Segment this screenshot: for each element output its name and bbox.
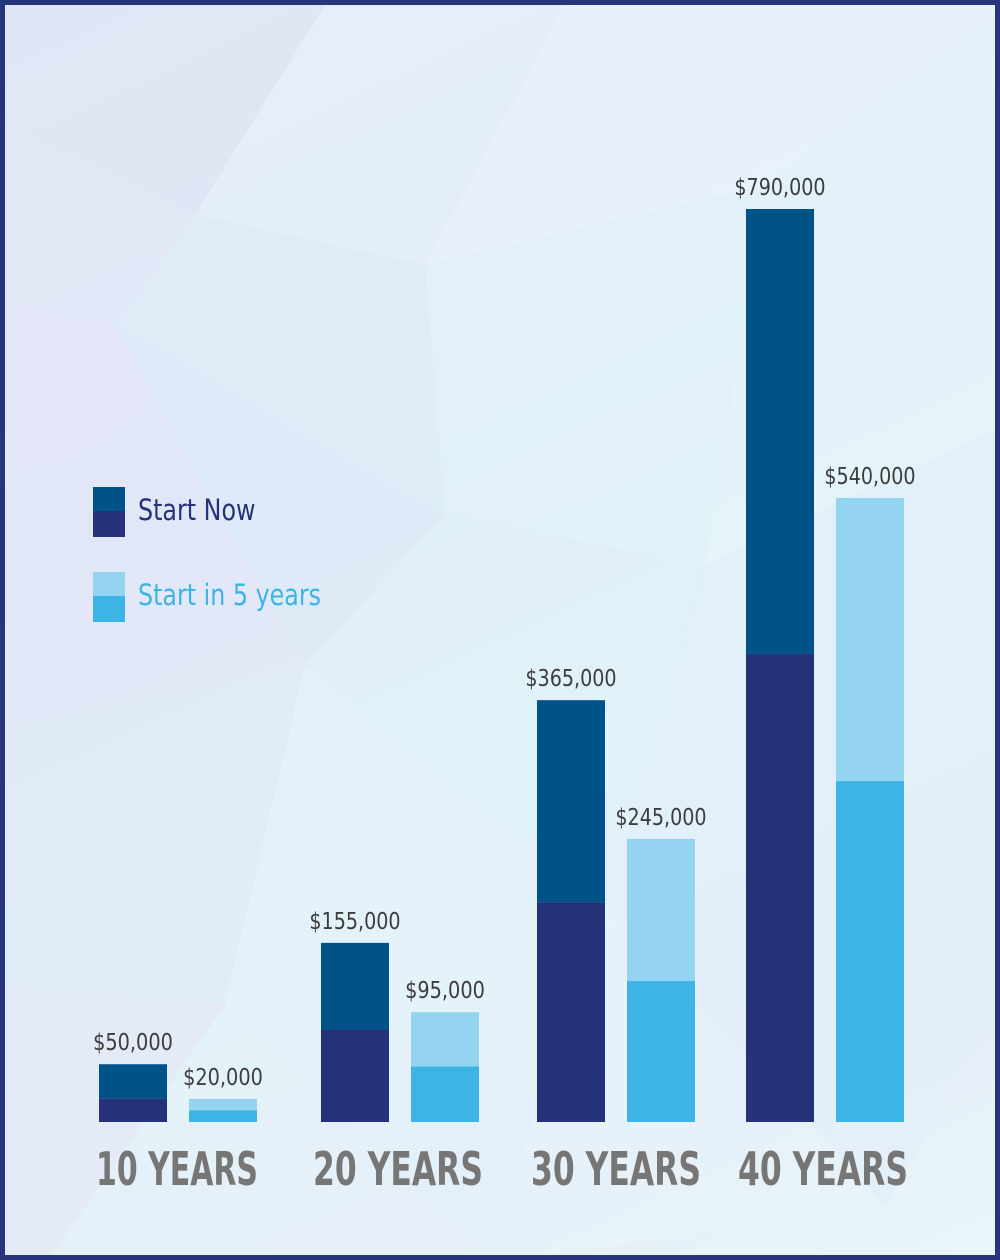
value-label-start-now-30-years: $365,000 — [525, 666, 616, 692]
value-label-start-in-5-years-10-years: $20,000 — [183, 1065, 263, 1091]
bar-start-in-5-years-30-years-lower — [627, 981, 695, 1122]
category-label-40-years: 40 YEARS — [738, 1142, 908, 1196]
bar-start-in-5-years-40-years-upper — [836, 497, 904, 782]
bar-start-in-5-years-40-years-lower — [836, 781, 904, 1122]
swatch-lower-segment — [93, 511, 125, 537]
legend-swatch-start-in-5-years — [93, 572, 125, 622]
swatch-lower-segment — [93, 596, 125, 622]
bar-start-now-30-years-lower — [537, 902, 605, 1122]
bar-start-in-5-years-30-years-upper — [627, 838, 695, 982]
category-label-20-years: 20 YEARS — [313, 1142, 483, 1196]
swatch-upper-segment — [93, 572, 125, 596]
bar-start-in-5-years-10-years-lower — [189, 1110, 257, 1122]
bar-start-now-30-years-upper — [537, 700, 605, 903]
bar-start-in-5-years-20-years-lower — [411, 1066, 479, 1122]
bar-start-in-5-years-20-years-upper — [411, 1012, 479, 1067]
category-label-30-years: 30 YEARS — [531, 1142, 701, 1196]
bar-start-in-5-years-10-years-upper — [189, 1098, 257, 1111]
value-label-start-now-10-years: $50,000 — [93, 1030, 173, 1056]
value-label-start-now-40-years: $790,000 — [734, 175, 825, 201]
value-label-start-in-5-years-20-years: $95,000 — [405, 978, 485, 1004]
legend-swatch-start-now — [93, 487, 125, 537]
swatch-upper-segment — [93, 487, 125, 511]
value-label-start-in-5-years-40-years: $540,000 — [824, 464, 915, 490]
bar-start-now-20-years-upper — [321, 942, 389, 1030]
value-label-start-now-20-years: $155,000 — [309, 909, 400, 935]
legend-label-start-in-5-years: Start in 5 years — [138, 578, 322, 612]
category-label-10-years: 10 YEARS — [96, 1142, 258, 1196]
bar-start-now-10-years-upper — [99, 1064, 167, 1099]
bar-start-now-20-years-lower — [321, 1029, 389, 1122]
value-label-start-in-5-years-30-years: $245,000 — [615, 805, 706, 831]
legend-label-start-now: Start Now — [138, 493, 256, 527]
bar-start-now-40-years-lower — [746, 653, 814, 1122]
bar-chart: $50,000 $20,000 10 YEARS $155,000 $95,000 20 … — [93, 175, 916, 1196]
bar-start-now-10-years-lower — [99, 1098, 167, 1122]
bar-start-now-40-years-upper — [746, 209, 814, 654]
